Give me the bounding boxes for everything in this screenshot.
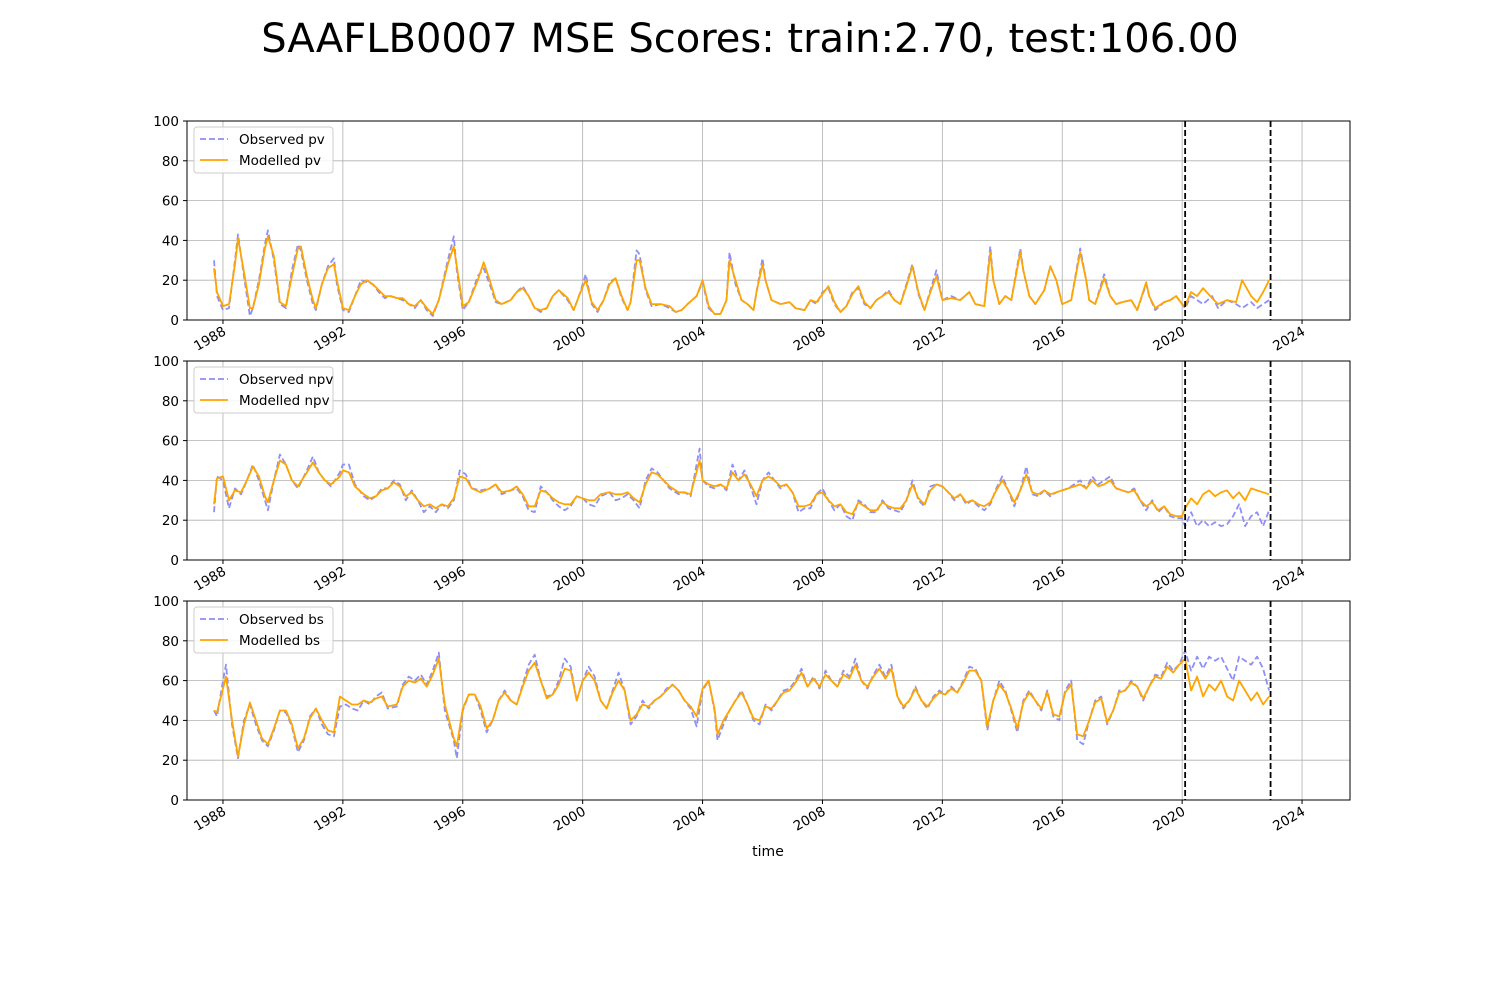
y-tick-label: 100	[153, 594, 179, 610]
legend-entry-label: Observed bs	[239, 612, 324, 628]
y-tick-label: 20	[162, 513, 179, 529]
x-axis-label: time	[752, 844, 784, 860]
plot-area	[187, 121, 1350, 320]
legend-box	[193, 126, 334, 174]
legend-entry-label: Modelled npv	[239, 393, 330, 409]
plot-area	[187, 601, 1350, 800]
y-tick-label: 0	[170, 793, 179, 809]
series-line-modelled-bs	[213, 657, 1270, 758]
legend: Observed pv Modelled pv	[193, 126, 334, 174]
series-line-modelled-pv	[213, 235, 1270, 315]
y-tick-label: 20	[162, 753, 179, 769]
legend-entry-label: Observed pv	[239, 132, 325, 148]
series-line-modelled-npv	[213, 459, 1270, 518]
legend-entry-label: Modelled bs	[239, 633, 320, 649]
y-tick-label: 0	[170, 313, 179, 329]
y-tick-label: 100	[153, 114, 179, 130]
y-tick-label: 60	[162, 674, 179, 690]
legend-box	[193, 366, 334, 414]
y-tick-label: 60	[162, 434, 179, 450]
y-tick-label: 100	[153, 354, 179, 370]
plot-frame	[186, 120, 1351, 321]
y-tick-label: 40	[162, 713, 179, 729]
y-tick-label: 20	[162, 273, 179, 289]
legend: Observed npv Modelled npv	[193, 366, 334, 414]
plot-area	[187, 361, 1350, 560]
chart-title: SAAFLB0007 MSE Scores: train:2.70, test:…	[261, 16, 1239, 62]
y-tick-label: 0	[170, 553, 179, 569]
plot-frame	[186, 360, 1351, 561]
legend-entry-label: Modelled pv	[239, 153, 321, 169]
legend: Observed bs Modelled bs	[193, 606, 334, 654]
y-tick-label: 80	[162, 634, 179, 650]
y-tick-label: 60	[162, 194, 179, 210]
y-tick-label: 80	[162, 154, 179, 170]
y-tick-label: 80	[162, 394, 179, 410]
legend-entry-label: Observed npv	[239, 372, 333, 388]
y-tick-label: 40	[162, 233, 179, 249]
y-tick-label: 40	[162, 473, 179, 489]
plot-frame	[186, 600, 1351, 801]
legend-box	[193, 606, 334, 654]
